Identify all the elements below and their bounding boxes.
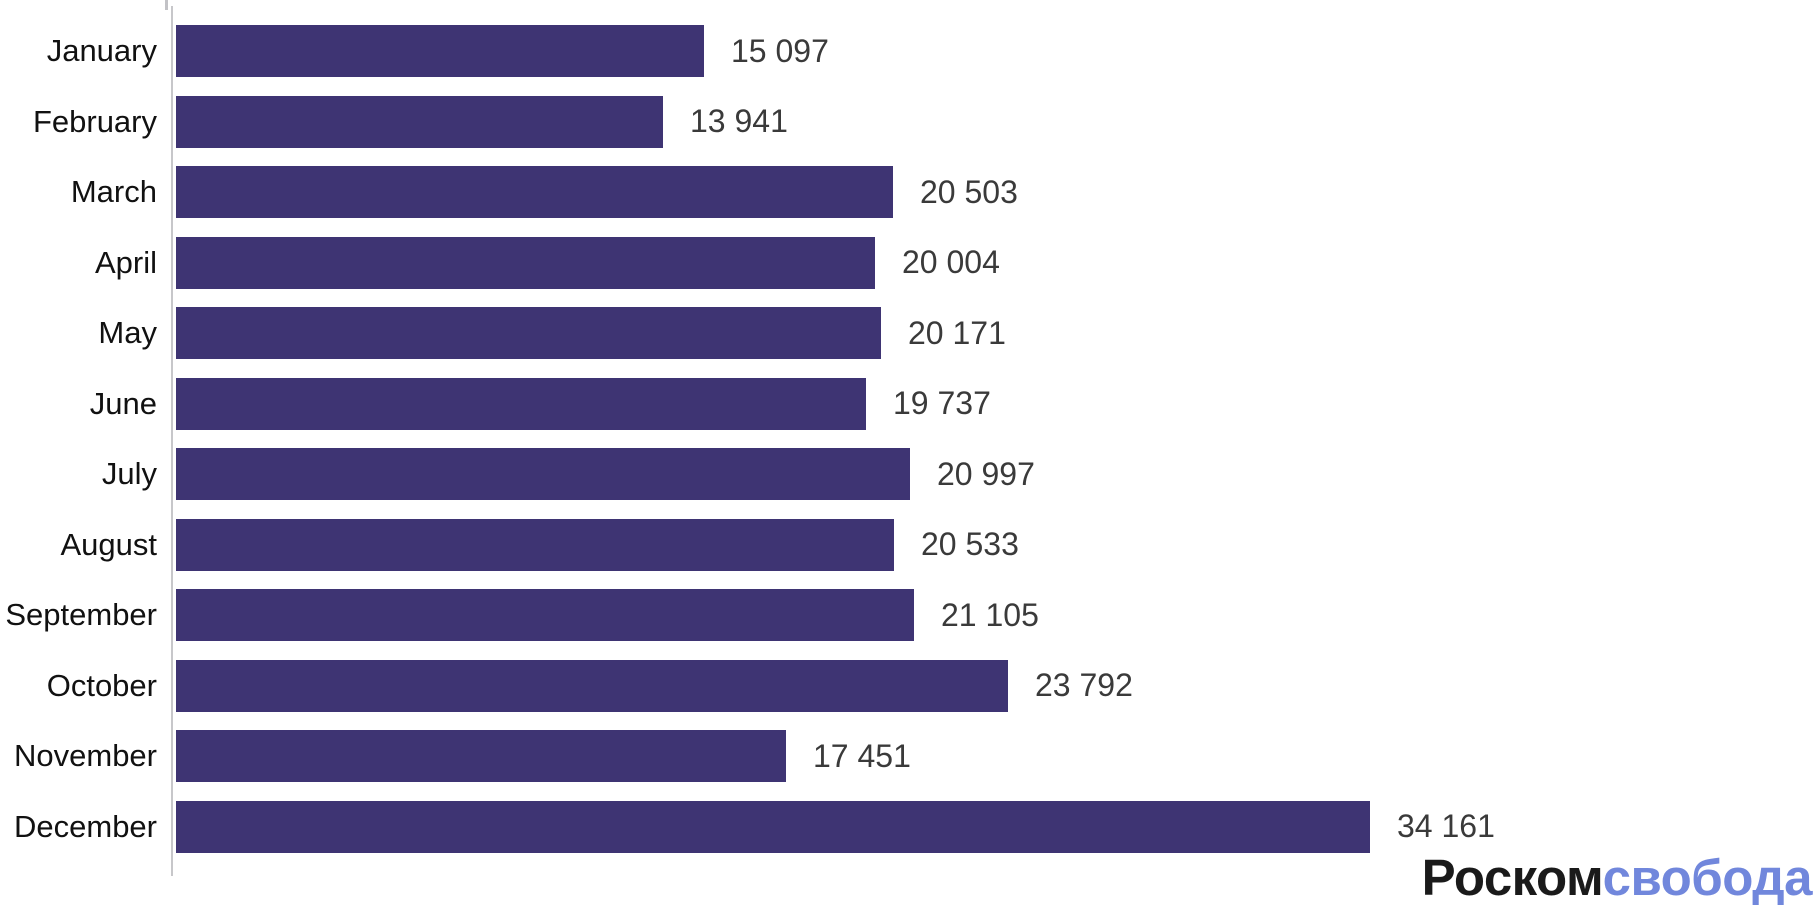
bar-january [176,25,704,77]
category-label-may: May [98,315,157,350]
value-label-july: 20 997 [937,455,1035,492]
bar-may [176,307,881,359]
value-label-june: 19 737 [893,385,991,421]
chart-row-january: January 15 097 [47,25,1495,77]
bar-june [176,377,866,430]
value-label-october: 23 792 [1035,667,1133,703]
value-label-april: 20 004 [902,244,1000,280]
category-label-october: October [46,667,157,703]
chart-row-december: December 34 161 [14,800,1495,853]
chart-row-may: May 20 171 [98,307,1495,359]
category-label-july: July [101,456,157,491]
value-label-august: 20 533 [921,526,1019,562]
bar-july [176,448,910,500]
logo-text-blue: свобода [1602,849,1813,906]
chart-row-september: September 21 105 [5,589,1495,641]
category-label-december: December [14,808,157,844]
category-label-september: September [5,597,157,632]
chart-row-february: February 13 941 [33,95,1495,148]
bar-march [176,166,893,218]
bar-april [176,236,875,289]
value-label-september: 21 105 [941,596,1039,633]
roskomsvoboda-logo: Роскомсвобода [1421,849,1813,906]
chart-row-april: April 20 004 [95,236,1495,289]
category-label-february: February [32,103,157,139]
value-label-february: 13 941 [690,103,788,139]
chart-row-july: July 20 997 [102,448,1495,500]
category-label-march: March [70,174,157,209]
value-label-november: 17 451 [813,737,911,774]
category-label-june: June [89,385,157,421]
bar-chart: January 15 097 February 13 941 March 20 503 Ap… [5,25,1495,853]
category-label-august: August [60,526,157,562]
chart-row-march: March 20 503 [71,166,1495,218]
category-label-november: November [14,738,157,773]
value-label-january: 15 097 [731,32,829,69]
y-axis-top-tick [165,0,168,10]
category-label-january: January [46,33,157,68]
bar-december [176,800,1370,853]
bar-february [176,95,663,148]
chart-row-october: October 23 792 [47,659,1495,712]
bar-august [176,518,894,571]
chart-row-november: November 17 451 [14,730,1495,782]
chart-row-august: August 20 533 [60,518,1495,571]
value-label-may: 20 171 [908,314,1006,351]
category-label-april: April [94,244,157,280]
value-label-march: 20 503 [920,173,1018,210]
chart-row-june: June 19 737 [90,377,1495,430]
bar-october [176,659,1008,712]
bar-september [176,589,914,641]
value-label-december: 34 161 [1397,808,1495,844]
y-axis-line [171,6,173,876]
logo-text-black: Роском [1421,849,1603,906]
bar-november [176,730,786,782]
